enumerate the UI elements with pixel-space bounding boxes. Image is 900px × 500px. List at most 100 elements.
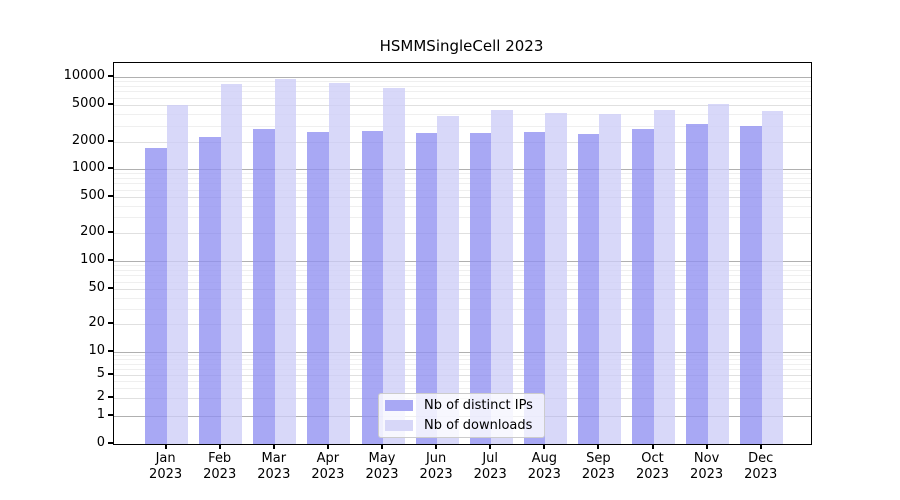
x-tick-mark — [597, 444, 600, 449]
gridline — [114, 281, 811, 283]
x-tick-mark — [218, 444, 221, 449]
y-tick-label: 5 — [96, 366, 105, 381]
gridline — [114, 97, 811, 99]
bar-distinct-ips-sep — [577, 133, 600, 444]
legend-item: Nb of downloads — [385, 417, 538, 434]
bar-downloads-jan — [166, 105, 189, 444]
x-tick-label: Jan 2023 — [149, 451, 183, 482]
legend-item: Nb of distinct IPs — [385, 397, 538, 414]
x-tick-label: Nov 2023 — [690, 451, 724, 482]
y-tick-mark — [108, 396, 113, 398]
gridline — [114, 265, 811, 267]
chart-title: HSMMSingleCell 2023 — [379, 37, 544, 55]
legend-swatch-downloads — [385, 420, 413, 431]
gridline — [114, 178, 811, 179]
gridline — [114, 125, 811, 127]
gridline — [114, 173, 811, 175]
x-tick-mark — [489, 444, 492, 449]
gridline — [114, 189, 811, 191]
y-tick-label: 2 — [96, 389, 105, 404]
y-tick-mark — [108, 103, 113, 105]
x-tick-label: Jun 2023 — [419, 451, 453, 482]
y-tick-mark — [108, 140, 113, 142]
legend-swatch-distinct-ips — [385, 400, 413, 411]
bar-distinct-ips-apr — [307, 131, 329, 444]
gridline — [114, 81, 811, 83]
gridline — [114, 297, 811, 299]
gridline — [114, 233, 811, 234]
x-tick-label: Aug 2023 — [527, 451, 561, 482]
gridline — [114, 363, 811, 365]
bar-downloads-apr — [328, 83, 351, 444]
gridline — [114, 169, 811, 170]
gridline — [114, 114, 811, 115]
bar-distinct-ips-dec — [740, 125, 762, 444]
bar-downloads-feb — [220, 84, 243, 444]
bar-downloads-nov — [707, 104, 730, 444]
x-tick-mark — [435, 444, 438, 449]
gridline — [114, 217, 811, 219]
gridline — [114, 105, 811, 106]
bar-downloads-dec — [761, 111, 784, 444]
y-tick-label: 50 — [88, 280, 105, 295]
gridline — [114, 142, 811, 143]
gridline — [114, 289, 811, 290]
y-tick-label: 20 — [88, 315, 105, 330]
bar-distinct-ips-may — [361, 130, 383, 444]
x-tick-mark — [326, 444, 329, 449]
gridline — [114, 275, 811, 277]
bar-distinct-ips-mar — [253, 128, 275, 444]
gridline — [114, 270, 811, 271]
legend: Nb of distinct IPs Nb of downloads — [378, 393, 545, 438]
gridline — [114, 368, 811, 370]
y-tick-mark — [108, 287, 113, 289]
bar-downloads-may — [383, 88, 405, 444]
x-tick-label: Sep 2023 — [581, 451, 615, 482]
x-tick-mark — [272, 444, 275, 449]
y-tick-mark — [108, 442, 113, 444]
bar-distinct-ips-oct — [632, 128, 654, 444]
gridline — [114, 183, 811, 185]
y-tick-label: 5000 — [71, 96, 105, 111]
x-tick-label: May 2023 — [365, 451, 399, 482]
x-tick-label: Mar 2023 — [257, 451, 291, 482]
gridline — [114, 380, 811, 382]
gridline — [114, 261, 811, 262]
legend-label-downloads: Nb of downloads — [424, 418, 533, 433]
bar-distinct-ips-jan — [145, 148, 167, 444]
gridline — [114, 352, 811, 353]
gridline — [114, 91, 811, 93]
bar-downloads-oct — [653, 110, 675, 444]
y-tick-label: 2000 — [71, 133, 105, 148]
gridline — [114, 205, 811, 207]
y-tick-mark — [108, 414, 113, 416]
y-tick-label: 500 — [80, 188, 105, 203]
y-tick-mark — [108, 231, 113, 233]
gridline — [114, 77, 811, 78]
y-tick-label: 10000 — [63, 68, 105, 83]
gridline — [114, 308, 811, 310]
y-tick-label: 100 — [80, 252, 105, 267]
gridline — [114, 197, 811, 198]
gridline — [114, 359, 811, 361]
gridline — [114, 324, 811, 325]
x-tick-mark — [543, 444, 546, 449]
bar-distinct-ips-jun — [415, 132, 438, 444]
x-tick-label: Jul 2023 — [473, 451, 507, 482]
x-tick-mark — [381, 444, 383, 449]
y-tick-label: 200 — [80, 224, 105, 239]
x-tick-mark — [759, 444, 762, 449]
y-tick-label: 1 — [96, 407, 105, 422]
x-tick-mark — [651, 444, 654, 449]
y-tick-mark — [108, 167, 113, 169]
bar-downloads-mar — [274, 79, 297, 444]
y-tick-mark — [108, 373, 113, 375]
x-tick-mark — [705, 444, 708, 449]
y-tick-mark — [108, 322, 113, 324]
y-tick-label: 0 — [96, 435, 105, 450]
bar-distinct-ips-aug — [523, 131, 546, 444]
gridline — [114, 86, 811, 87]
bar-downloads-jul — [491, 110, 513, 444]
bar-distinct-ips-jul — [469, 132, 492, 444]
